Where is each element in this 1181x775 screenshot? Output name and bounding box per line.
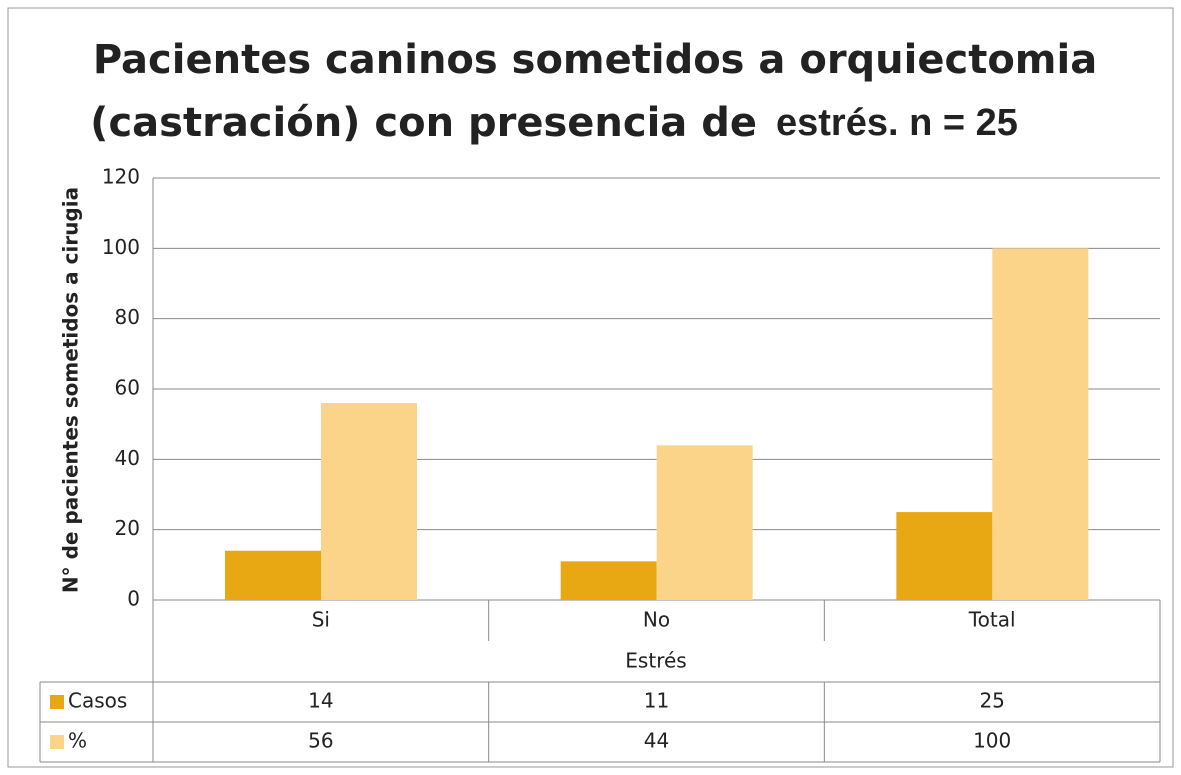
y-axis-label: N° de pacientes sometidos a cirugia — [59, 187, 83, 593]
legend-swatch — [50, 735, 64, 749]
legend-label: % — [68, 729, 87, 753]
legend-swatch — [50, 695, 64, 709]
bar — [656, 445, 753, 600]
bar — [560, 561, 657, 600]
chart-title: (castración) con presencia de — [90, 100, 757, 146]
table-cell: 25 — [979, 689, 1004, 713]
table-cell: 56 — [308, 729, 333, 753]
y-tick-label: 120 — [102, 165, 140, 189]
table-cell: 14 — [308, 689, 333, 713]
legend-label: Casos — [68, 689, 127, 713]
bar — [225, 550, 321, 600]
x-tick-label: No — [643, 608, 670, 632]
table-cell: 44 — [644, 729, 669, 753]
chart-frame — [7, 7, 1174, 768]
x-axis-label: Estrés — [625, 649, 686, 673]
x-tick-label: Si — [312, 608, 330, 632]
bar — [321, 403, 417, 600]
y-tick-label: 100 — [102, 235, 140, 259]
bar — [992, 248, 1089, 601]
chart-title: estrés. n = 25 — [776, 102, 1018, 144]
chart-title: Pacientes caninos sometidos a orquiectom… — [93, 37, 1097, 83]
y-tick-label: 80 — [115, 305, 140, 329]
x-tick-label: Total — [968, 608, 1016, 632]
table-cell: 100 — [973, 729, 1011, 753]
y-tick-label: 40 — [115, 446, 140, 470]
y-tick-label: 60 — [115, 376, 140, 400]
y-tick-label: 20 — [115, 516, 140, 540]
y-tick-label: 0 — [127, 587, 140, 611]
table-cell: 11 — [644, 689, 669, 713]
bar — [896, 512, 993, 600]
